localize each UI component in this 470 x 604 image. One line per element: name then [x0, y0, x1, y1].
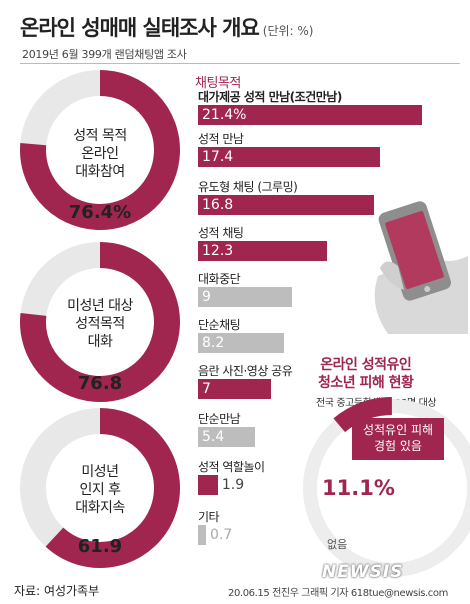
- bar-category-label: 성적 채팅: [198, 226, 244, 240]
- bar-category-label: 성적 만남: [198, 132, 244, 146]
- bar-value-label: 16.8: [202, 197, 234, 213]
- donut-3-value: 61.9: [77, 536, 123, 557]
- bar: [198, 379, 272, 399]
- bar-category-label: 단순채팅: [198, 318, 241, 332]
- inset-pie-slice-victim: [333, 397, 393, 433]
- bar-category-label: 음란 사진·영상 공유: [198, 364, 293, 378]
- donut-1-arc: [20, 70, 180, 230]
- inset-callout: 성적유인 피해 경험 있음: [352, 418, 444, 460]
- source-label: 자료: 여성가족부: [14, 584, 100, 598]
- bar-category-label: 유도형 채팅 (그루밍): [198, 180, 298, 194]
- inset-title: 온라인 성적유인 청소년 피해 현황: [318, 356, 414, 392]
- page-title: 온라인 성매매 실태조사 개요 (단위: %): [20, 12, 314, 42]
- inset-pie-slice-none: [303, 399, 470, 577]
- inset-title-line-1: 온라인 성적유인: [320, 357, 412, 373]
- donut-2-label: 미성년 대상 성적목적 대화: [67, 298, 133, 350]
- bar-value-label: 0.7: [210, 527, 233, 543]
- credit-label: 20.06.15 전진우 그래픽 기자 618tue@newsis.com: [228, 588, 448, 599]
- donut-2-value: 76.8: [77, 373, 123, 394]
- bar-category-label: 단순만남: [198, 412, 241, 426]
- bar: [198, 333, 284, 353]
- donut-1-label: 성적 목적 온라인 대화참여: [73, 128, 127, 180]
- inset-callout-line-2: 경험 있음: [374, 439, 422, 453]
- donut-3-label: 미성년 인지 후 대화지속: [75, 464, 125, 516]
- bar-value-label: 12.3: [202, 243, 234, 259]
- title-text: 온라인 성매매 실태조사 개요: [20, 16, 260, 40]
- bar: [198, 287, 293, 307]
- bar: [198, 147, 381, 167]
- bar: [198, 105, 422, 125]
- inset-none-label: 없음: [327, 538, 348, 551]
- donut-1-value: 76.4%: [68, 202, 132, 223]
- bar-category-label: 대가제공 성적 만남(조건만남): [198, 90, 342, 104]
- bar-value-label: 7: [202, 381, 211, 397]
- bar-category-label: 기타: [198, 510, 220, 524]
- donut-2-arc: [20, 242, 180, 402]
- newsis-logo: NEWSIS: [322, 562, 404, 582]
- bar-chart-title: 채팅목적: [195, 76, 241, 91]
- bar-value-label: 8.2: [202, 335, 225, 351]
- bar: [198, 241, 327, 261]
- unit-label: (단위: %): [262, 24, 314, 38]
- bar: [198, 195, 374, 215]
- bar: [198, 427, 255, 447]
- inset-callout-line-1: 성적유인 피해: [362, 423, 434, 437]
- smartphone-hand-icon: [374, 201, 468, 334]
- bar-value-label: 9: [202, 289, 211, 305]
- bar-category-label: 성적 역할놀이: [198, 460, 265, 474]
- bar-value-label: 5.4: [202, 429, 225, 445]
- inset-pie: [303, 397, 470, 577]
- donut-3-arc: [45, 408, 180, 568]
- inset-pct-value: 11.1%: [322, 476, 395, 500]
- bar-category-label: 대화중단: [198, 272, 241, 286]
- subtitle: 2019년 6월 399개 랜덤채팅앱 조사: [22, 48, 187, 61]
- bar-value-label: 1.9: [221, 477, 245, 493]
- inset-title-line-2: 청소년 피해 현황: [318, 375, 414, 391]
- bar-value-label: 17.4: [202, 149, 234, 165]
- divider: [20, 63, 460, 64]
- bar-value-label: 21.4%: [202, 107, 247, 123]
- bar: [198, 525, 206, 545]
- bar: [198, 475, 218, 495]
